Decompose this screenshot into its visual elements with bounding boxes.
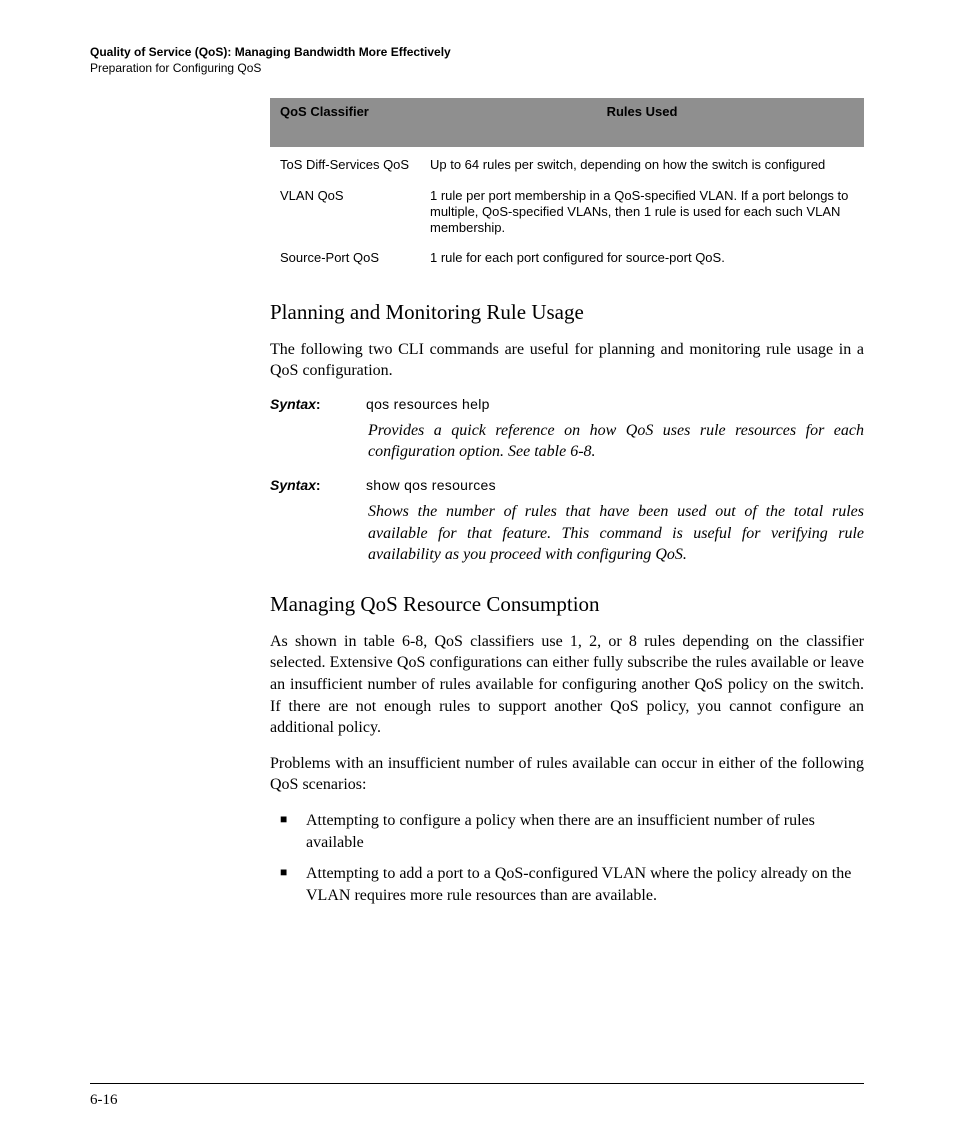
syntax-block: Syntax show qos resources	[270, 477, 864, 495]
table-header-row: QoS Classifier Rules Used	[270, 98, 864, 147]
heading-planning: Planning and Monitoring Rule Usage	[270, 300, 864, 325]
list-item: Attempting to configure a policy when th…	[270, 810, 864, 853]
doc-section-title: Preparation for Configuring QoS	[90, 60, 864, 76]
table-cell: Source-Port QoS	[270, 243, 420, 273]
bullet-list: Attempting to configure a policy when th…	[270, 810, 864, 906]
syntax-block: Syntax qos resources help	[270, 396, 864, 414]
page-footer: 6-16	[90, 1083, 864, 1109]
body-paragraph: Problems with an insufficient number of …	[270, 753, 864, 796]
syntax-label: Syntax	[270, 396, 362, 412]
syntax-command: qos resources help	[366, 396, 490, 412]
table-row: VLAN QoS 1 rule per port membership in a…	[270, 181, 864, 244]
table-cell: ToS Diff-Services QoS	[270, 147, 420, 180]
table-col-rules: Rules Used	[420, 98, 864, 147]
list-item: Attempting to add a port to a QoS-config…	[270, 863, 864, 906]
syntax-description: Provides a quick reference on how QoS us…	[368, 420, 864, 463]
heading-managing: Managing QoS Resource Consumption	[270, 592, 864, 617]
syntax-description: Shows the number of rules that have been…	[368, 501, 864, 566]
running-header: Quality of Service (QoS): Managing Bandw…	[90, 44, 864, 76]
table-col-classifier: QoS Classifier	[270, 98, 420, 147]
table-cell: VLAN QoS	[270, 181, 420, 244]
syntax-command: show qos resources	[366, 477, 496, 493]
page-number: 6-16	[90, 1092, 118, 1108]
table-row: Source-Port QoS 1 rule for each port con…	[270, 243, 864, 273]
page-container: Quality of Service (QoS): Managing Bandw…	[0, 0, 954, 958]
table-row: ToS Diff-Services QoS Up to 64 rules per…	[270, 147, 864, 180]
qos-classifier-table: QoS Classifier Rules Used ToS Diff-Servi…	[270, 98, 864, 273]
table-cell: Up to 64 rules per switch, depending on …	[420, 147, 864, 180]
body-paragraph: As shown in table 6-8, QoS classifiers u…	[270, 631, 864, 739]
doc-chapter-title: Quality of Service (QoS): Managing Bandw…	[90, 44, 864, 60]
intro-paragraph: The following two CLI commands are usefu…	[270, 339, 864, 382]
table-cell: 1 rule per port membership in a QoS-spec…	[420, 181, 864, 244]
content-area: QoS Classifier Rules Used ToS Diff-Servi…	[270, 98, 864, 906]
table-cell: 1 rule for each port configured for sour…	[420, 243, 864, 273]
syntax-label: Syntax	[270, 477, 362, 493]
